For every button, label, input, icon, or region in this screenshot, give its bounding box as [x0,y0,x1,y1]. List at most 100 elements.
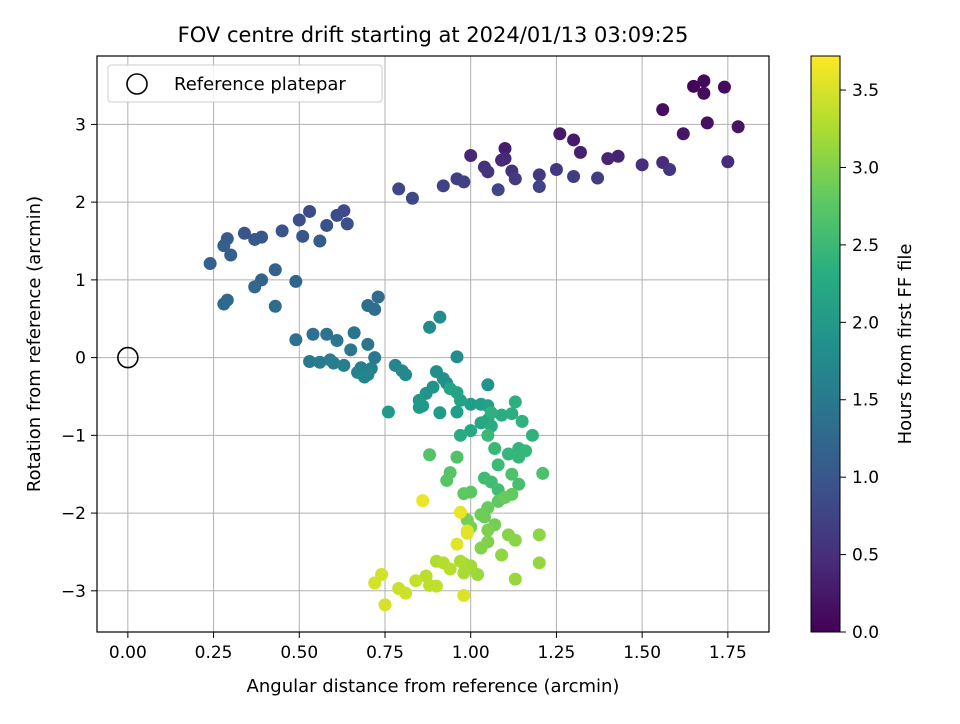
data-point [344,343,358,357]
data-point [525,428,539,442]
data-point [303,204,317,218]
data-point [450,350,464,364]
legend-marker-reference [126,73,148,95]
data-point [368,576,382,590]
data-point [481,523,495,537]
data-point [553,127,567,141]
y-tick-label: 1 [75,271,86,291]
colorbar-tick-label: 2.5 [852,236,879,256]
colorbar-tick-label: 3.0 [852,158,879,178]
data-point [248,232,262,246]
data-point [567,133,581,147]
data-point [440,473,454,487]
data-point [371,290,385,304]
y-tick-label: −2 [61,504,86,524]
data-point [248,280,262,294]
data-point [484,406,498,420]
x-axis-label: Angular distance from reference (arcmin) [247,676,620,697]
data-point [313,234,327,248]
y-tick-label: −3 [61,582,86,602]
y-tick-label: −1 [61,426,86,446]
data-point [495,408,509,422]
data-point [217,297,231,311]
chart-title: FOV centre drift starting at 2024/01/13 … [178,23,689,47]
data-point [591,171,605,185]
data-point [495,153,509,167]
x-tick-label: 0.25 [195,643,233,663]
data-point [676,127,690,141]
data-point [549,162,563,176]
data-point [731,120,745,134]
data-point [423,320,437,334]
data-point [399,368,413,382]
data-point [573,145,587,159]
legend-entry-reference: Reference platepar [174,74,346,95]
y-tick-label: 0 [75,349,86,369]
data-point [392,182,406,196]
y-tick-label: 2 [75,193,86,213]
data-point [495,548,509,562]
data-point [450,405,464,419]
data-point [481,378,495,392]
data-point [508,172,522,186]
data-point [687,79,701,93]
colorbar-tick-label: 2.0 [852,313,879,333]
data-point [289,333,303,347]
data-point [457,175,471,189]
colorbar-label: Hours from first FF file [895,244,916,445]
data-point [700,116,714,130]
data-point [453,428,467,442]
data-point [450,450,464,464]
data-point [399,586,413,600]
data-point [443,382,457,396]
data-point [268,299,282,313]
data-point [474,416,488,430]
data-point [721,155,735,169]
reference-platepar-marker [117,346,139,369]
x-tick-label: 0.75 [366,643,404,663]
data-point [303,354,317,368]
data-point [505,467,519,481]
x-axis-ticks: 0.00 0.25 0.50 0.75 1.00 1.25 1.50 1.75 [109,632,747,663]
data-point [330,208,344,222]
data-point [361,337,375,351]
data-point [347,326,361,340]
data-point [433,310,447,324]
colorbar-tick-label: 0.0 [852,623,879,643]
x-tick-label: 1.50 [623,643,661,663]
data-point [464,424,478,438]
data-point [717,80,731,94]
x-tick-label: 1.75 [709,643,747,663]
data-point [453,554,467,568]
data-point [508,572,522,586]
data-point [512,477,526,491]
data-point [457,487,471,501]
data-point [532,168,546,182]
data-point [217,239,231,253]
data-point [323,353,337,367]
data-point [460,524,474,538]
colorbar-tick-label: 1.5 [852,391,879,411]
data-point [611,149,625,163]
data-point [368,302,382,316]
data-point [501,447,515,461]
data-point [474,508,488,522]
data-point [635,158,649,172]
data-point [416,494,430,508]
data-point [656,103,670,117]
data-point [519,444,533,458]
data-point [601,152,615,166]
data-point [508,395,522,409]
data-point [409,574,423,588]
data-point [464,397,478,411]
data-point [491,183,505,197]
data-point [203,257,217,271]
data-point [508,533,522,547]
data-point [313,355,327,369]
data-point [498,142,512,156]
data-point [498,491,512,505]
y-axis-label: Rotation from reference (arcmin) [24,196,45,492]
grid-lines [97,56,769,632]
data-point [464,148,478,162]
data-point [436,179,450,193]
